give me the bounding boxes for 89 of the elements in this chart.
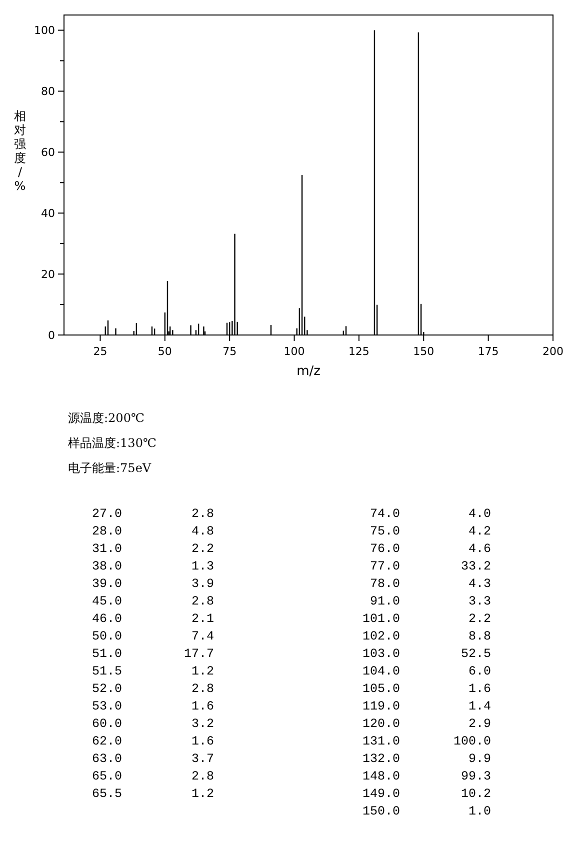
- text: 1.2: [191, 787, 214, 801]
- text: 1.6: [191, 734, 214, 748]
- text: 电子能量:75eV: [68, 461, 152, 475]
- text: 7.4: [191, 630, 214, 644]
- text: 6.0: [468, 664, 491, 678]
- text: 1.0: [468, 804, 491, 818]
- x-tick-label: 200: [542, 345, 564, 358]
- text: 63.0: [92, 752, 122, 766]
- text: 2.8: [191, 507, 214, 521]
- text: 150.0: [362, 804, 400, 818]
- text: 65.0: [92, 770, 122, 784]
- text: 60.0: [92, 717, 122, 731]
- text: 149.0: [362, 787, 400, 801]
- text: 78.0: [370, 577, 400, 591]
- text: 2.8: [191, 682, 214, 696]
- text: 120.0: [362, 717, 400, 731]
- text: 104.0: [362, 664, 400, 678]
- text: 3.3: [468, 594, 491, 608]
- text: 3.9: [191, 577, 214, 591]
- text: 2.2: [191, 542, 214, 556]
- text: 27.0: [92, 507, 122, 521]
- y-tick-label: 20: [41, 268, 55, 281]
- text: 119.0: [362, 700, 400, 714]
- text: 源温度:200℃: [68, 411, 144, 425]
- text: 17.7: [184, 647, 214, 661]
- text: 2.9: [468, 717, 491, 731]
- text: 4.0: [468, 507, 491, 521]
- text: 101.0: [362, 612, 400, 626]
- text: 53.0: [92, 700, 122, 714]
- text: 3.2: [191, 717, 214, 731]
- text: 74.0: [370, 507, 400, 521]
- text: 76.0: [370, 542, 400, 556]
- text: 39.0: [92, 577, 122, 591]
- y-tick-label: 40: [41, 206, 55, 220]
- x-axis-title: m/z: [296, 364, 321, 379]
- text: 62.0: [92, 734, 122, 748]
- text: 50.0: [92, 630, 122, 644]
- text: 75.0: [370, 524, 400, 538]
- y-axis-title: 相对强度/%: [14, 109, 26, 193]
- text: 1.6: [191, 700, 214, 714]
- x-tick-label: 25: [93, 345, 108, 358]
- text: 2.1: [191, 612, 214, 626]
- text: 1.2: [191, 664, 214, 678]
- text: 4.8: [191, 524, 214, 538]
- text: 52.5: [460, 647, 491, 661]
- text: 1.3: [191, 560, 214, 574]
- x-tick-label: 50: [158, 345, 172, 358]
- x-tick-label: 175: [478, 345, 499, 358]
- y-tick-label: 0: [48, 328, 55, 342]
- text: 9.9: [468, 752, 491, 766]
- text: 2.2: [468, 612, 491, 626]
- text: 38.0: [92, 560, 122, 574]
- text: 132.0: [362, 752, 400, 766]
- text: 103.0: [362, 647, 400, 661]
- text: 3.7: [191, 752, 214, 766]
- x-tick-label: 150: [413, 345, 434, 358]
- text: 77.0: [370, 560, 400, 574]
- text: 51.5: [92, 664, 122, 678]
- text: 99.3: [460, 770, 491, 784]
- text: 46.0: [92, 612, 122, 626]
- text: 28.0: [92, 524, 122, 538]
- x-tick-label: 75: [222, 345, 237, 358]
- text: 样品温度:130℃: [68, 436, 156, 450]
- y-tick-label: 60: [41, 146, 55, 159]
- text: 131.0: [362, 734, 400, 748]
- text: 51.0: [92, 647, 122, 661]
- text: 52.0: [92, 682, 122, 696]
- text: 2.8: [191, 770, 214, 784]
- text: 1.6: [468, 682, 491, 696]
- text: 4.2: [468, 524, 491, 538]
- x-tick-label: 100: [284, 345, 305, 358]
- text: 102.0: [362, 630, 400, 644]
- y-tick-label: 80: [41, 85, 55, 98]
- text: 4.3: [468, 577, 491, 591]
- text: 45.0: [92, 594, 122, 608]
- text: 105.0: [362, 682, 400, 696]
- text: 8.8: [468, 630, 491, 644]
- text: 148.0: [362, 770, 400, 784]
- text: 10.2: [460, 787, 491, 801]
- y-tick-label: 100: [34, 24, 55, 38]
- text: 4.6: [468, 542, 491, 556]
- text: 65.5: [92, 787, 122, 801]
- x-tick-label: 125: [348, 345, 370, 358]
- text: 100.0: [453, 734, 491, 748]
- text: 31.0: [92, 542, 122, 556]
- text: 91.0: [370, 594, 400, 608]
- text: 33.2: [460, 560, 491, 574]
- text: 2.8: [191, 594, 214, 608]
- text: 1.4: [468, 700, 491, 714]
